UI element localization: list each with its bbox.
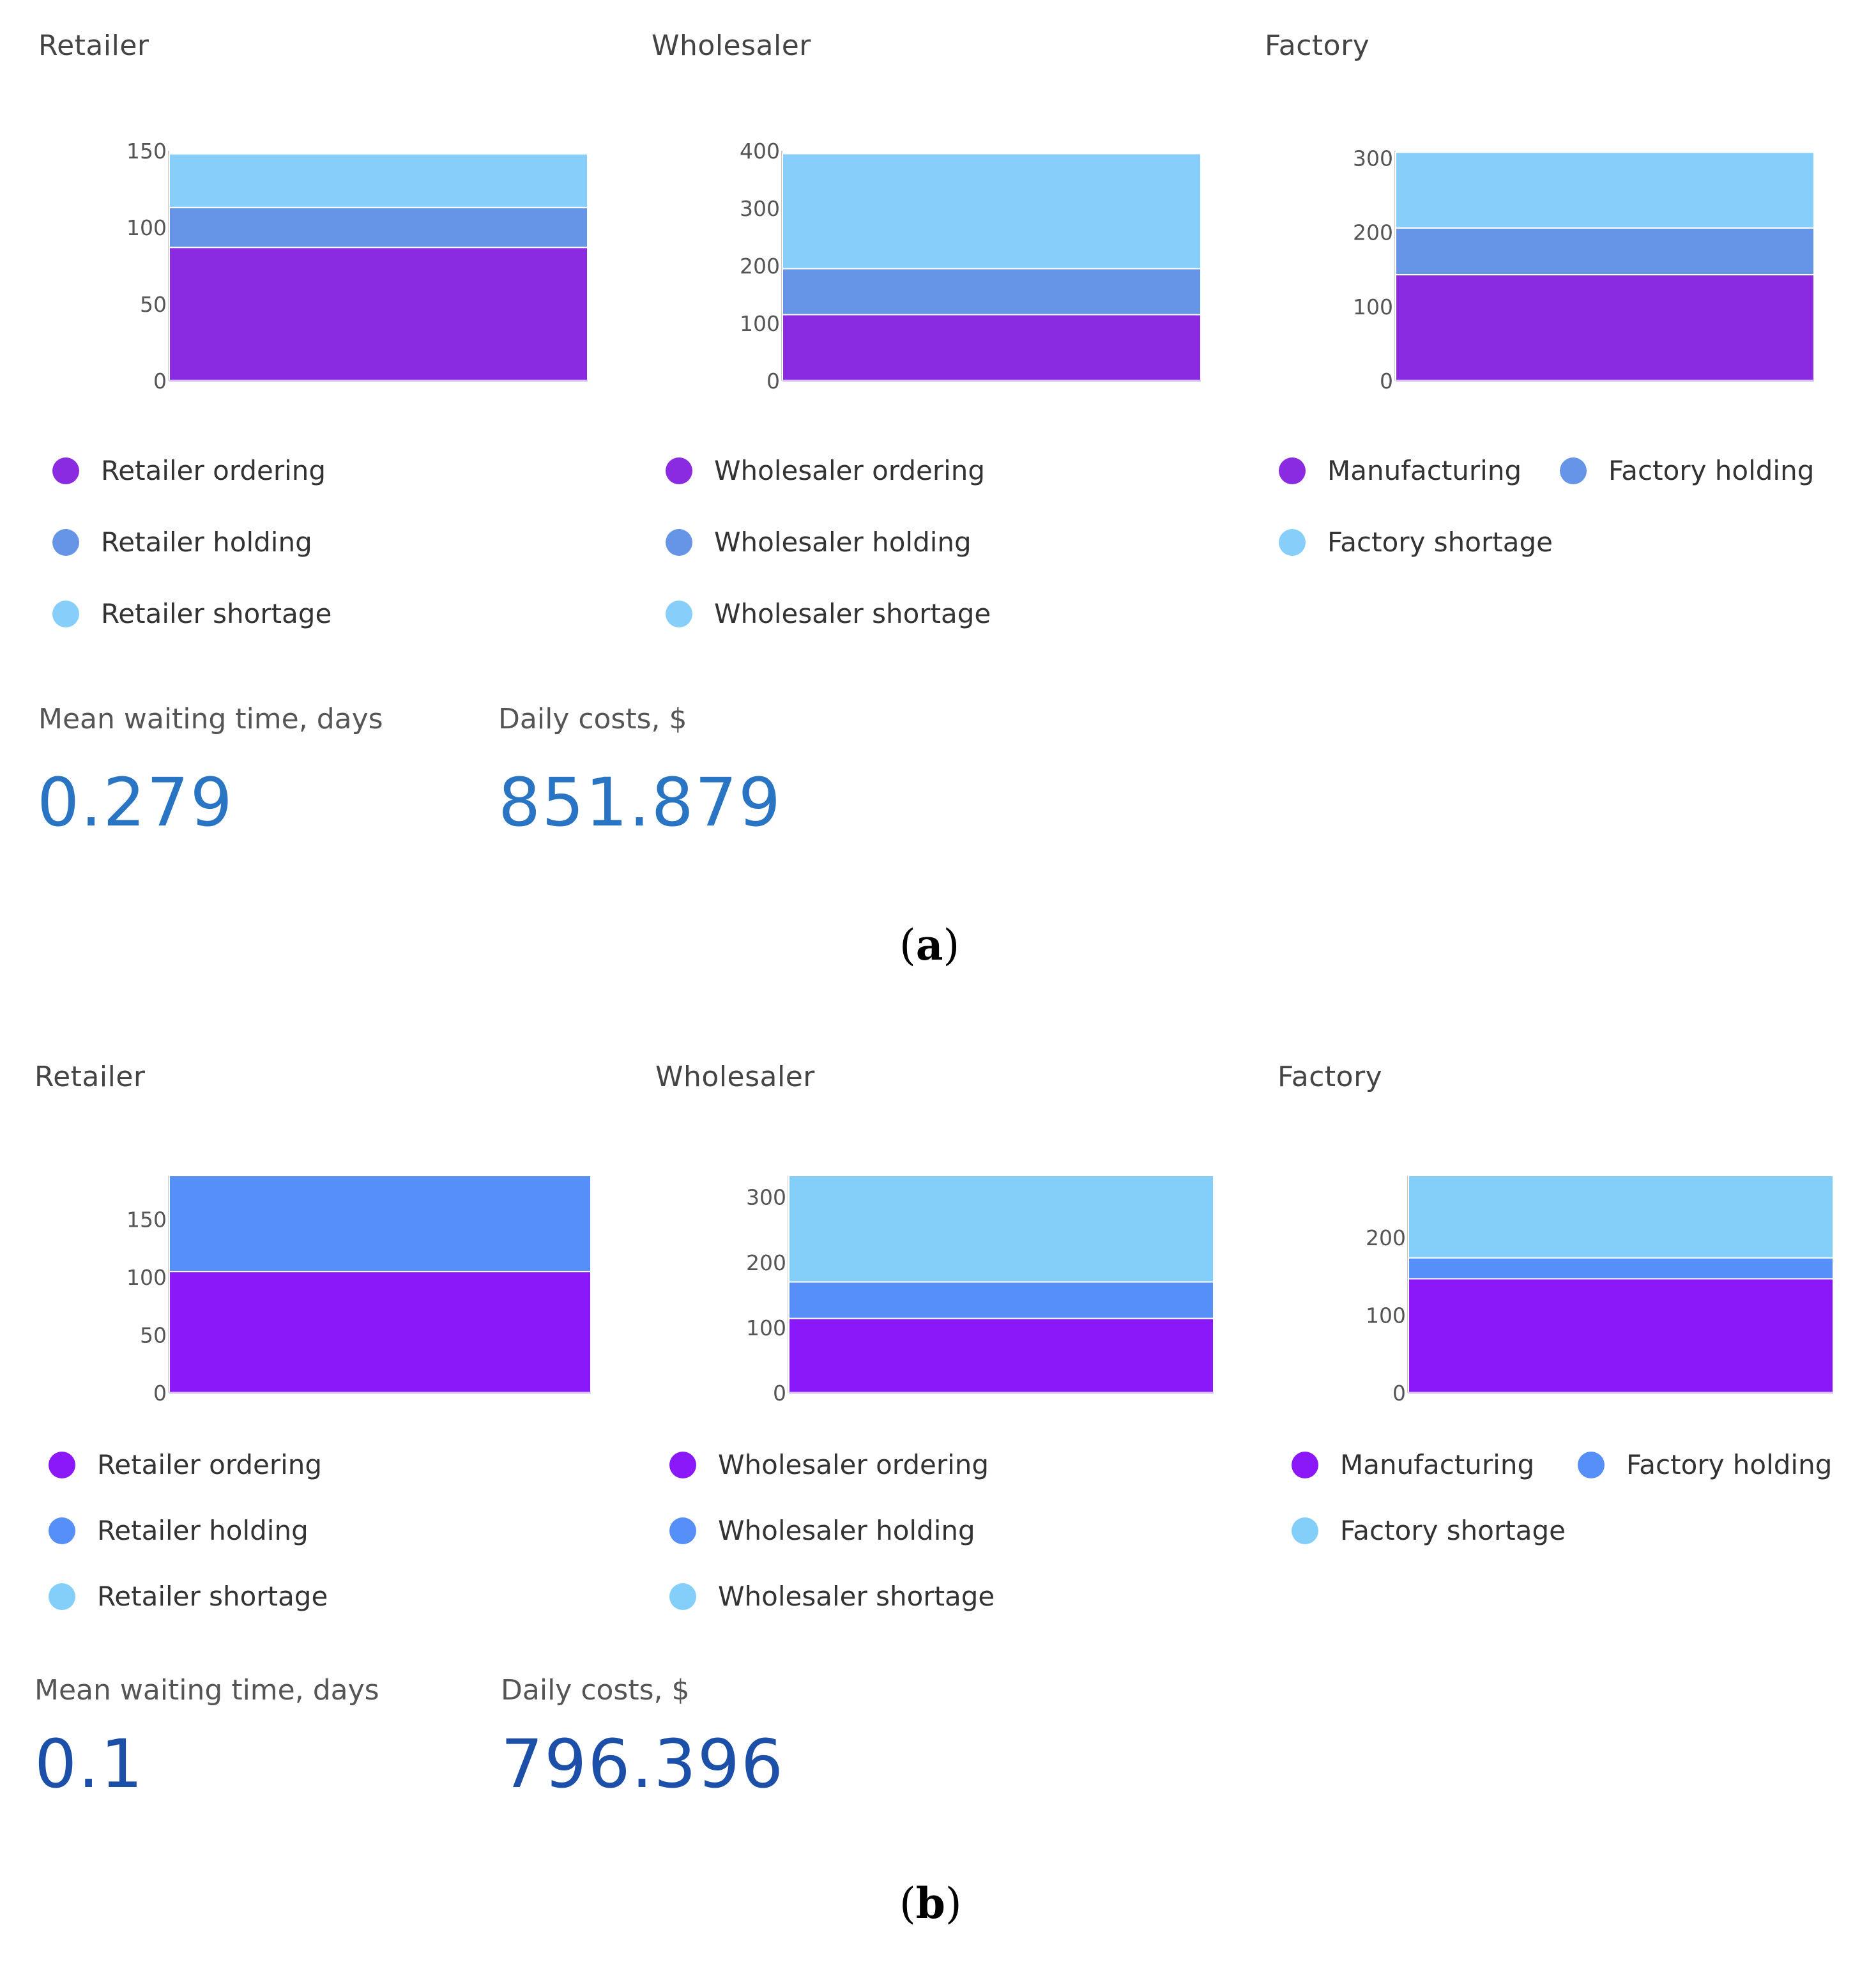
legend-dot-icon: [52, 600, 79, 627]
legend-wholesaler-shortage[interactable]: Wholesaler shortage: [669, 1581, 995, 1612]
legend-manufacturing[interactable]: Manufacturing: [1279, 455, 1521, 486]
factory-chart-title: Factory: [1265, 29, 1370, 62]
legend-dot-icon: [669, 1583, 696, 1610]
legend-dot-icon: [1292, 1517, 1318, 1544]
wholesaler-chart-title: Wholesaler: [655, 1061, 815, 1093]
legend-dot-icon: [666, 600, 692, 627]
bar-segment-retailer-holding[interactable]: [169, 206, 588, 249]
bar-segment-manufacturing[interactable]: [1395, 273, 1815, 381]
y-tick-label: 100: [126, 1265, 167, 1290]
factory-stacked-bar-chart: 0 100 200 300: [1353, 146, 1815, 394]
daily-costs-label: Daily costs, $: [498, 703, 687, 735]
y-tick-label: 0: [153, 1381, 167, 1406]
y-tick-label: 100: [1353, 295, 1393, 319]
bar-segment-wholesaler-holding[interactable]: [788, 1281, 1214, 1319]
y-tick-label: 50: [140, 1323, 167, 1348]
legend-retailer-ordering[interactable]: Retailer ordering: [49, 1449, 322, 1480]
bar-segment-factory-holding[interactable]: [1395, 227, 1815, 275]
legend-wholesaler-ordering[interactable]: Wholesaler ordering: [669, 1449, 989, 1480]
bar-segment-retailer-ordering[interactable]: [169, 1271, 591, 1393]
legend-dot-icon: [1292, 1451, 1318, 1478]
legend-retailer-ordering[interactable]: Retailer ordering: [52, 455, 326, 486]
legend-dot-icon: [1279, 528, 1306, 556]
caption-a: (a): [899, 920, 960, 970]
y-tick-label: 200: [740, 254, 780, 279]
legend-retailer-shortage[interactable]: Retailer shortage: [49, 1581, 328, 1612]
y-tick-label: 400: [740, 139, 780, 164]
bar-segment-factory-shortage[interactable]: [1408, 1175, 1834, 1259]
caption-b: (b): [899, 1878, 962, 1928]
y-tick-label: 150: [126, 139, 167, 164]
wholesaler-stacked-bar-chart: 0 100 200 300 400: [740, 139, 1201, 394]
factory-chart-title: Factory: [1277, 1061, 1383, 1093]
retailer-stacked-bar-chart: 0 50 100 150: [126, 1175, 591, 1406]
legend-factory-holding[interactable]: Factory holding: [1578, 1449, 1832, 1480]
legend-factory-shortage[interactable]: Factory shortage: [1279, 526, 1553, 558]
bar-segment-wholesaler-shortage[interactable]: [782, 153, 1201, 270]
y-tick-label: 300: [1353, 146, 1393, 171]
y-tick-label: 150: [126, 1208, 167, 1232]
retailer-stacked-bar-chart: 0 50 100 150: [126, 139, 588, 394]
y-tick-label: 300: [740, 196, 780, 221]
legend-dot-icon: [49, 1451, 75, 1478]
y-tick-label: 0: [1392, 1381, 1406, 1406]
bar-segment-manufacturing[interactable]: [1408, 1278, 1834, 1393]
legend-dot-icon: [1279, 457, 1306, 484]
y-tick-label: 200: [746, 1250, 786, 1275]
legend-dot-icon: [1578, 1451, 1605, 1478]
y-tick-label: 300: [746, 1185, 786, 1210]
legend-dot-icon: [52, 528, 79, 556]
bar-segment-retailer-holding[interactable]: [169, 1175, 591, 1273]
bar-segment-wholesaler-ordering[interactable]: [788, 1317, 1214, 1393]
y-tick-label: 200: [1366, 1225, 1406, 1250]
bar-segment-wholesaler-holding[interactable]: [782, 268, 1201, 316]
legend-dot-icon: [666, 457, 692, 484]
legend-wholesaler-holding[interactable]: Wholesaler holding: [669, 1515, 975, 1546]
legend-dot-icon: [669, 1517, 696, 1544]
legend-retailer-holding[interactable]: Retailer holding: [49, 1515, 309, 1546]
legend-dot-icon: [669, 1451, 696, 1478]
daily-costs-value: 796.396: [501, 1725, 785, 1803]
bar-segment-retailer-shortage[interactable]: [169, 153, 588, 208]
mean-waiting-time-label: Mean waiting time, days: [34, 1674, 379, 1707]
y-tick-label: 100: [746, 1316, 786, 1340]
y-tick-label: 100: [1366, 1303, 1406, 1328]
legend-retailer-shortage[interactable]: Retailer shortage: [52, 598, 332, 629]
bar-segment-factory-holding[interactable]: [1408, 1257, 1834, 1280]
y-tick-label: 100: [740, 311, 780, 336]
legend-dot-icon: [52, 457, 79, 484]
bar-segment-wholesaler-shortage[interactable]: [788, 1175, 1214, 1283]
retailer-chart-title: Retailer: [34, 1061, 146, 1093]
y-tick-label: 200: [1353, 220, 1393, 245]
legend-dot-icon: [1560, 457, 1587, 484]
y-tick-label: 0: [773, 1381, 786, 1406]
y-tick-label: 0: [153, 369, 167, 394]
factory-stacked-bar-chart: 0 100 200: [1366, 1175, 1834, 1406]
daily-costs-label: Daily costs, $: [501, 1674, 690, 1707]
wholesaler-chart-title: Wholesaler: [652, 29, 811, 62]
legend-factory-shortage[interactable]: Factory shortage: [1292, 1515, 1566, 1546]
legend-factory-holding[interactable]: Factory holding: [1560, 455, 1814, 486]
legend-wholesaler-holding[interactable]: Wholesaler holding: [666, 526, 972, 558]
y-tick-label: 0: [1380, 369, 1393, 394]
legend-dot-icon: [666, 528, 692, 556]
y-tick-label: 50: [140, 292, 167, 317]
legend-dot-icon: [49, 1583, 75, 1610]
bar-segment-factory-shortage[interactable]: [1395, 151, 1815, 229]
bar-segment-retailer-ordering[interactable]: [169, 247, 588, 381]
daily-costs-value: 851.879: [498, 763, 782, 841]
mean-waiting-time-label: Mean waiting time, days: [38, 703, 383, 735]
legend-wholesaler-ordering[interactable]: Wholesaler ordering: [666, 455, 985, 486]
legend-retailer-holding[interactable]: Retailer holding: [52, 526, 312, 558]
retailer-chart-title: Retailer: [38, 29, 149, 62]
legend-manufacturing[interactable]: Manufacturing: [1292, 1449, 1534, 1480]
mean-waiting-time-value: 0.1: [34, 1725, 144, 1803]
y-tick-label: 100: [126, 215, 167, 240]
y-tick-label: 0: [766, 369, 780, 394]
legend-dot-icon: [49, 1517, 75, 1544]
mean-waiting-time-value: 0.279: [37, 763, 234, 841]
wholesaler-stacked-bar-chart: 0 100 200 300: [746, 1175, 1214, 1406]
legend-wholesaler-shortage[interactable]: Wholesaler shortage: [666, 598, 991, 629]
bar-segment-wholesaler-ordering[interactable]: [782, 314, 1201, 381]
